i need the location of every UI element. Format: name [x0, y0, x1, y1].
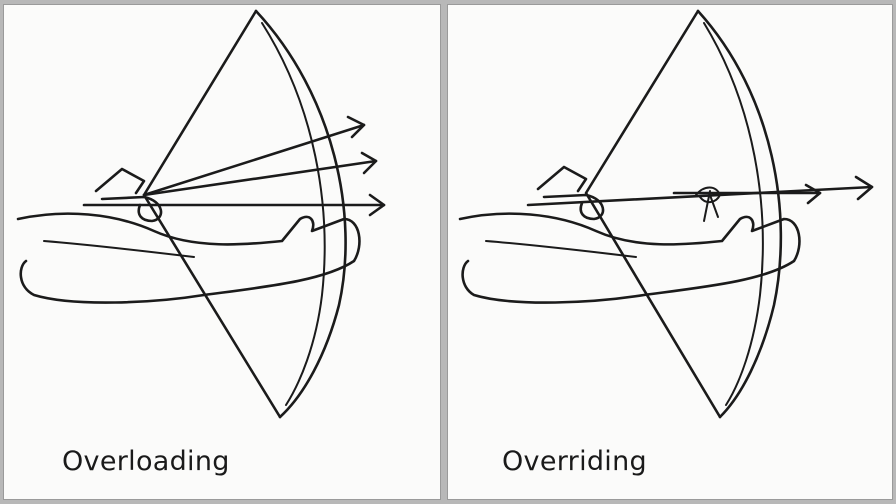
archer-arm	[16, 212, 361, 304]
bow-limb	[254, 9, 347, 419]
bowstring	[584, 9, 722, 419]
drawing-hand	[94, 167, 163, 223]
archer-arm	[458, 212, 801, 304]
arrow-upper	[142, 115, 366, 197]
overriding-caption: Overriding	[502, 446, 647, 477]
bowstring	[142, 9, 282, 419]
overriding-panel: Overriding	[447, 4, 893, 500]
bow-limb	[696, 9, 783, 419]
overloading-bow-illustration	[16, 9, 386, 419]
overriding-bow-illustration	[458, 9, 874, 419]
bow-limb-inner	[261, 22, 326, 406]
arrow-knot	[695, 186, 721, 222]
drawing-hand	[536, 165, 605, 221]
archer-arm-shading	[43, 240, 195, 258]
arrow-secondary	[672, 183, 822, 205]
archer-arm-shading	[485, 240, 637, 258]
arrow-lower	[82, 193, 386, 217]
bow-limb-inner	[703, 22, 764, 406]
overloading-caption: Overloading	[62, 446, 230, 477]
arrow-middle	[142, 151, 378, 197]
overloading-panel: Overloading	[3, 4, 441, 500]
